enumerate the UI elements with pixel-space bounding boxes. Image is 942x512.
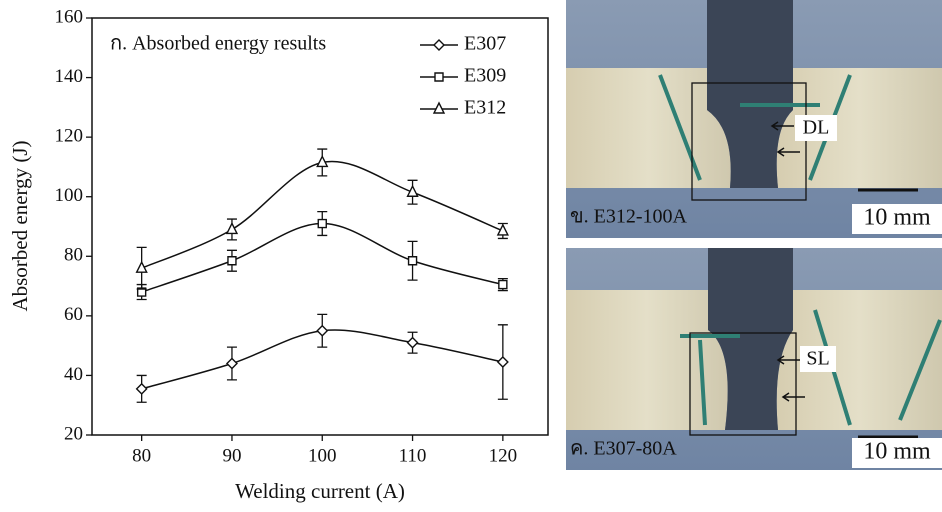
marker	[409, 257, 417, 265]
zone-label: DL	[803, 117, 830, 139]
y-tick-label: 80	[64, 245, 83, 266]
marker	[498, 357, 508, 367]
annotation: ก. Absorbed energy results	[110, 33, 326, 55]
photo-panel: SL 10 mm ค. E307-80A	[566, 248, 942, 470]
chart: ก. Absorbed energy results Absorbed ener…	[8, 6, 548, 502]
legend-marker	[434, 103, 444, 113]
legend-marker	[434, 40, 444, 50]
y-tick-label: 100	[55, 185, 84, 206]
marker	[137, 384, 147, 394]
x-tick-label: 100	[308, 445, 337, 466]
x-tick-label: 120	[489, 445, 518, 466]
y-tick-label: 40	[64, 364, 83, 385]
zone-label: SL	[806, 348, 829, 370]
photo-caption: ข. E312-100A	[570, 206, 688, 228]
scale-label: 10 mm	[863, 205, 931, 231]
marker	[317, 326, 327, 336]
figure: ก. Absorbed energy results Absorbed ener…	[0, 0, 942, 507]
marker	[227, 223, 237, 233]
marker	[228, 257, 236, 265]
legend-label: E309	[464, 65, 506, 87]
y-tick-label: 140	[55, 66, 84, 87]
x-axis-title: Welding current (A)	[235, 479, 405, 503]
y-tick-label: 60	[64, 304, 83, 325]
x-tick-label: 110	[399, 445, 427, 466]
legend-marker	[435, 73, 443, 81]
marker	[318, 220, 326, 228]
x-tick-label: 80	[132, 445, 151, 466]
photo-panel: DL 10 mm ข. E312-100A	[566, 0, 942, 238]
specimen	[566, 68, 731, 188]
y-tick-label: 160	[55, 6, 84, 27]
y-tick-label: 20	[64, 423, 83, 444]
y-tick-label: 120	[55, 126, 84, 147]
x-tick-label: 90	[222, 445, 241, 466]
legend-label: E312	[464, 97, 506, 119]
y-axis-title: Absorbed energy (J)	[8, 140, 32, 311]
marker	[227, 359, 237, 369]
scale-label: 10 mm	[863, 439, 931, 465]
marker	[499, 281, 507, 289]
marker	[408, 338, 418, 348]
legend-label: E307	[464, 33, 506, 55]
photo-caption: ค. E307-80A	[570, 438, 677, 460]
